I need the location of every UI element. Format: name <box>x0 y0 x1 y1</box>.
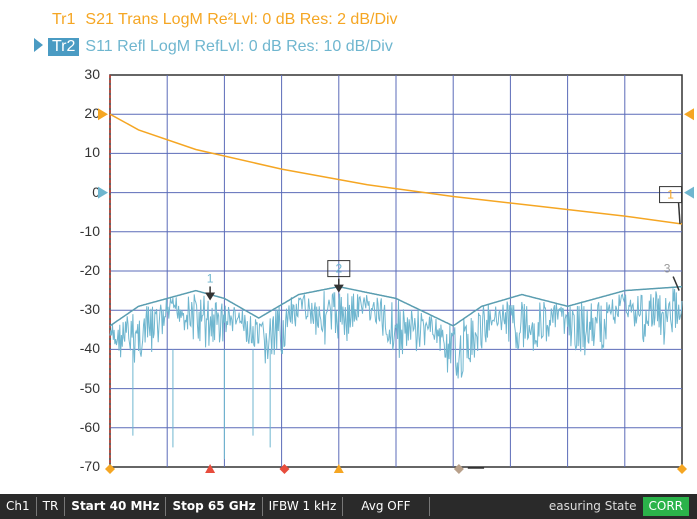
corr-badge[interactable]: CORR <box>642 497 689 516</box>
trace1-settings: S21 Trans LogM Re²Lvl: 0 dB Res: 2 dB/Di… <box>85 11 398 28</box>
tr2-ref-level-left-icon <box>98 186 108 199</box>
trace2-header[interactable]: Tr2 S11 Refl LogM RefLvl: 0 dB Res: 10 dB… <box>48 38 393 56</box>
y-tick-label: 0 <box>92 183 100 200</box>
marker1-tr1-stem <box>677 202 681 225</box>
y-tick-label: -20 <box>79 262 100 278</box>
marker1-label: 1 <box>207 271 214 285</box>
y-tick-label: -30 <box>79 301 100 318</box>
y-tick-label: -70 <box>79 458 100 474</box>
marker3-label: 3 <box>664 262 671 276</box>
x-marker-triangle-icon <box>333 464 344 473</box>
x-marker-diamond-icon <box>105 464 115 474</box>
trace2-name: Tr2 <box>48 38 80 56</box>
channel-label[interactable]: Ch1 <box>0 497 37 516</box>
y-tick-label: -50 <box>79 379 100 396</box>
active-trace-pointer-icon <box>34 38 43 52</box>
marker2-label: 2 <box>335 262 342 276</box>
trace2-line <box>109 288 683 379</box>
measuring-state: easuring State <box>548 499 637 513</box>
marker1-tr1-label: 1 <box>667 188 674 202</box>
x-marker-diamond-icon <box>677 464 687 474</box>
y-tick-label: -40 <box>79 340 100 357</box>
ifbw[interactable]: IFBW 1 kHz <box>263 497 344 516</box>
y-tick-label: 20 <box>84 105 100 122</box>
stop-freq[interactable]: Stop 65 GHz <box>166 497 263 516</box>
marker3-stem <box>672 276 680 291</box>
marker2-arrow-icon <box>333 284 344 293</box>
marker2-box <box>327 260 351 278</box>
avg-status[interactable]: Avg OFF <box>343 497 430 516</box>
tr2-ref-level-right-icon <box>684 186 694 199</box>
start-freq[interactable]: Start 40 MHz <box>65 497 167 516</box>
y-tick-label: -60 <box>79 418 100 435</box>
trace1-name: Tr1 <box>52 11 76 28</box>
trace1-line <box>109 113 683 225</box>
x-marker-triangle-icon <box>205 464 216 473</box>
y-tick-label: 30 <box>84 66 100 82</box>
tr1-ref-level-right-icon <box>684 108 694 121</box>
trace2-envelope <box>109 285 682 327</box>
tr1-ref-level-left-icon <box>98 108 108 121</box>
status-bar: Ch1 TR Start 40 MHz Stop 65 GHz IFBW 1 k… <box>0 494 697 519</box>
trace1-header[interactable]: Tr1 S21 Trans LogM Re²Lvl: 0 dB Res: 2 dB… <box>48 11 398 29</box>
marker1-arrow-icon <box>205 292 216 301</box>
y-tick-label: 10 <box>84 144 100 161</box>
marker1-tr1-box <box>659 186 683 204</box>
mode-label[interactable]: TR <box>37 497 66 516</box>
y-tick-label: -10 <box>79 222 100 239</box>
trace2-settings: S11 Refl LogM RefLvl: 0 dB Res: 10 dB/Di… <box>85 38 393 55</box>
x-marker-diamond-icon <box>279 464 290 474</box>
x-marker-diamond-icon <box>453 464 464 474</box>
